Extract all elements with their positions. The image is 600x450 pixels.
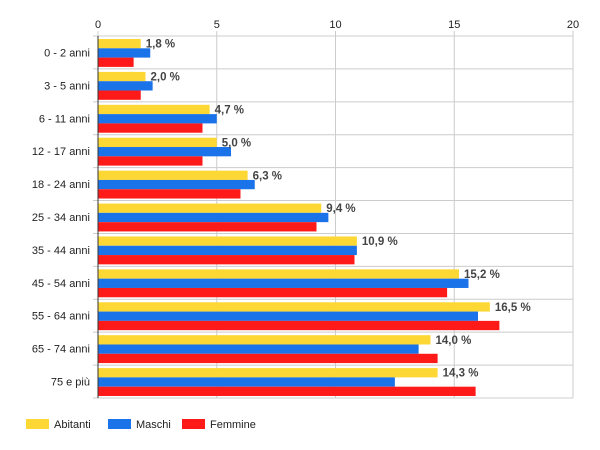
bar-femmine-7 (98, 287, 448, 298)
legend-swatch-femmine (182, 419, 205, 429)
bar-femmine-3 (98, 156, 203, 166)
bars (98, 39, 500, 396)
bar-femmine-10 (98, 386, 476, 396)
category-label: 18 - 24 anni (32, 179, 90, 191)
data-label: 9,4 % (326, 203, 355, 215)
category-label: 45 - 54 anni (32, 278, 90, 290)
bar-abitanti-1 (98, 71, 146, 82)
bar-abitanti-5 (98, 203, 322, 213)
bar-abitanti-6 (98, 236, 357, 246)
data-label: 5,0 % (222, 137, 251, 149)
x-tick-label: 10 (329, 19, 341, 31)
bar-femmine-1 (98, 90, 141, 100)
legend-label-abitanti: Abitanti (54, 419, 91, 431)
category-label: 25 - 34 anni (32, 212, 90, 224)
data-label: 14,0 % (436, 335, 472, 347)
data-label: 10,9 % (362, 236, 398, 248)
bar-maschi-0 (98, 48, 151, 58)
bar-femmine-4 (98, 189, 241, 199)
data-labels: 1,8 % 2,0 % 4,7 % 5,0 % 6,3 % 9,4 % 10,9 % 15,2… (146, 39, 531, 380)
bar-femmine-9 (98, 353, 438, 364)
x-tick-label: 20 (567, 19, 579, 31)
data-label: 14,3 % (443, 368, 479, 380)
legend-swatch-abitanti (26, 419, 49, 429)
bar-maschi-3 (98, 147, 231, 157)
bar-abitanti-3 (98, 137, 217, 148)
bar-abitanti-7 (98, 269, 459, 279)
x-tick-label: 15 (448, 19, 460, 31)
bar-femmine-2 (98, 123, 203, 133)
legend-label-femmine: Femmine (210, 419, 256, 431)
data-label: 6,3 % (253, 170, 282, 182)
category-label: 0 - 2 anni (44, 47, 90, 59)
data-label: 15,2 % (464, 269, 500, 281)
bar-abitanti-4 (98, 170, 248, 180)
legend-label-maschi: Maschi (136, 419, 171, 431)
category-label: 75 e più (51, 377, 90, 389)
data-label: 16,5 % (495, 302, 531, 314)
bar-abitanti-8 (98, 302, 490, 312)
bar-femmine-6 (98, 255, 355, 265)
bar-maschi-8 (98, 311, 478, 321)
bar-femmine-8 (98, 320, 500, 331)
bar-abitanti-9 (98, 335, 431, 345)
bar-maschi-4 (98, 179, 255, 190)
bar-maschi-6 (98, 245, 357, 256)
category-label: 6 - 11 anni (39, 113, 90, 125)
bar-femmine-5 (98, 222, 317, 232)
category-label: 65 - 74 anni (32, 344, 90, 356)
bar-maschi-5 (98, 212, 329, 223)
legend: Abitanti Maschi Femmine (26, 419, 256, 431)
data-label: 4,7 % (215, 104, 244, 116)
bar-abitanti-10 (98, 368, 438, 378)
category-label: 12 - 17 anni (32, 146, 90, 158)
category-label: 55 - 64 anni (32, 311, 90, 323)
axes: 0 5 10 15 20 0 - 2 anni 3 - 5 anni 6 - 11 anni 1… (32, 19, 579, 399)
bar-maschi-10 (98, 377, 395, 387)
bar-maschi-2 (98, 114, 217, 124)
bar-femmine-0 (98, 57, 134, 67)
bar-abitanti-2 (98, 104, 210, 115)
data-label: 1,8 % (146, 39, 175, 51)
category-label: 3 - 5 anni (44, 80, 90, 92)
data-label: 2,0 % (151, 72, 180, 84)
legend-swatch-maschi (108, 419, 131, 429)
category-label: 35 - 44 anni (32, 245, 90, 257)
x-tick-label: 5 (214, 19, 220, 31)
x-tick-label: 0 (95, 19, 101, 31)
bar-abitanti-0 (98, 39, 141, 49)
bar-maschi-1 (98, 81, 153, 91)
bar-maschi-7 (98, 278, 469, 288)
bar-maschi-9 (98, 344, 419, 354)
